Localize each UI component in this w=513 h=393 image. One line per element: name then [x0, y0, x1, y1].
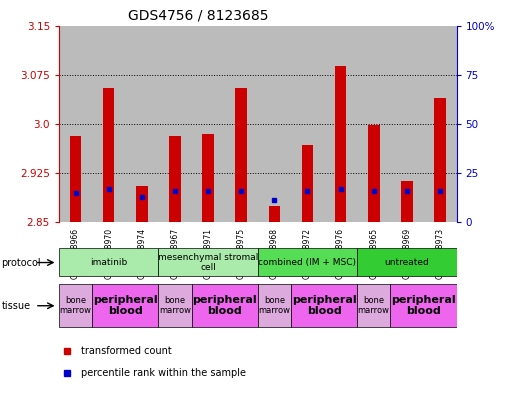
- Text: untreated: untreated: [385, 258, 429, 267]
- Bar: [368, 125, 380, 222]
- Text: peripheral
blood: peripheral blood: [93, 295, 157, 316]
- Bar: [159, 248, 258, 277]
- Bar: [258, 248, 357, 277]
- Bar: [92, 26, 125, 222]
- Text: mesenchymal stromal
cell: mesenchymal stromal cell: [158, 253, 258, 272]
- Bar: [59, 26, 92, 222]
- Bar: [191, 284, 258, 327]
- Bar: [191, 26, 225, 222]
- Bar: [103, 88, 114, 222]
- Bar: [202, 134, 214, 222]
- Bar: [59, 284, 92, 327]
- Bar: [59, 248, 159, 277]
- Text: peripheral
blood: peripheral blood: [292, 295, 357, 316]
- Bar: [268, 206, 280, 222]
- Text: peripheral
blood: peripheral blood: [192, 295, 257, 316]
- Bar: [258, 284, 291, 327]
- Bar: [291, 284, 357, 327]
- Bar: [258, 26, 291, 222]
- Bar: [357, 26, 390, 222]
- Bar: [401, 182, 412, 222]
- Bar: [390, 284, 457, 327]
- Text: combined (IM + MSC): combined (IM + MSC): [259, 258, 357, 267]
- Text: bone
marrow: bone marrow: [60, 296, 91, 315]
- Bar: [434, 97, 446, 222]
- Text: percentile rank within the sample: percentile rank within the sample: [81, 368, 246, 378]
- Text: bone
marrow: bone marrow: [159, 296, 191, 315]
- Bar: [390, 26, 423, 222]
- Bar: [423, 26, 457, 222]
- Text: tissue: tissue: [2, 301, 31, 311]
- Text: bone
marrow: bone marrow: [259, 296, 290, 315]
- Bar: [235, 88, 247, 222]
- Bar: [159, 26, 191, 222]
- Bar: [302, 145, 313, 222]
- Bar: [324, 26, 357, 222]
- Bar: [92, 284, 159, 327]
- Bar: [136, 186, 148, 222]
- Text: bone
marrow: bone marrow: [358, 296, 390, 315]
- Title: GDS4756 / 8123685: GDS4756 / 8123685: [128, 9, 268, 23]
- Bar: [159, 284, 191, 327]
- Bar: [70, 136, 82, 222]
- Bar: [357, 248, 457, 277]
- Bar: [357, 284, 390, 327]
- Bar: [169, 136, 181, 222]
- Bar: [125, 26, 159, 222]
- Text: protocol: protocol: [2, 257, 41, 268]
- Text: peripheral
blood: peripheral blood: [391, 295, 456, 316]
- Text: imatinib: imatinib: [90, 258, 127, 267]
- Bar: [225, 26, 258, 222]
- Bar: [335, 66, 346, 222]
- Bar: [291, 26, 324, 222]
- Text: transformed count: transformed count: [81, 346, 172, 356]
